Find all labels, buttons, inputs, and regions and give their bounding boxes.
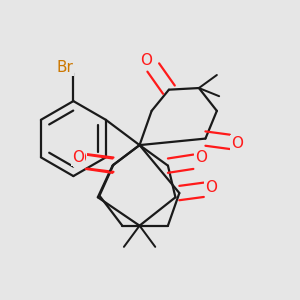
Text: O: O	[72, 150, 84, 165]
Text: O: O	[140, 53, 152, 68]
Text: Br: Br	[57, 60, 74, 75]
Text: O: O	[74, 151, 86, 166]
Text: O: O	[205, 180, 217, 195]
Text: O: O	[231, 136, 243, 151]
Text: O: O	[195, 150, 207, 165]
